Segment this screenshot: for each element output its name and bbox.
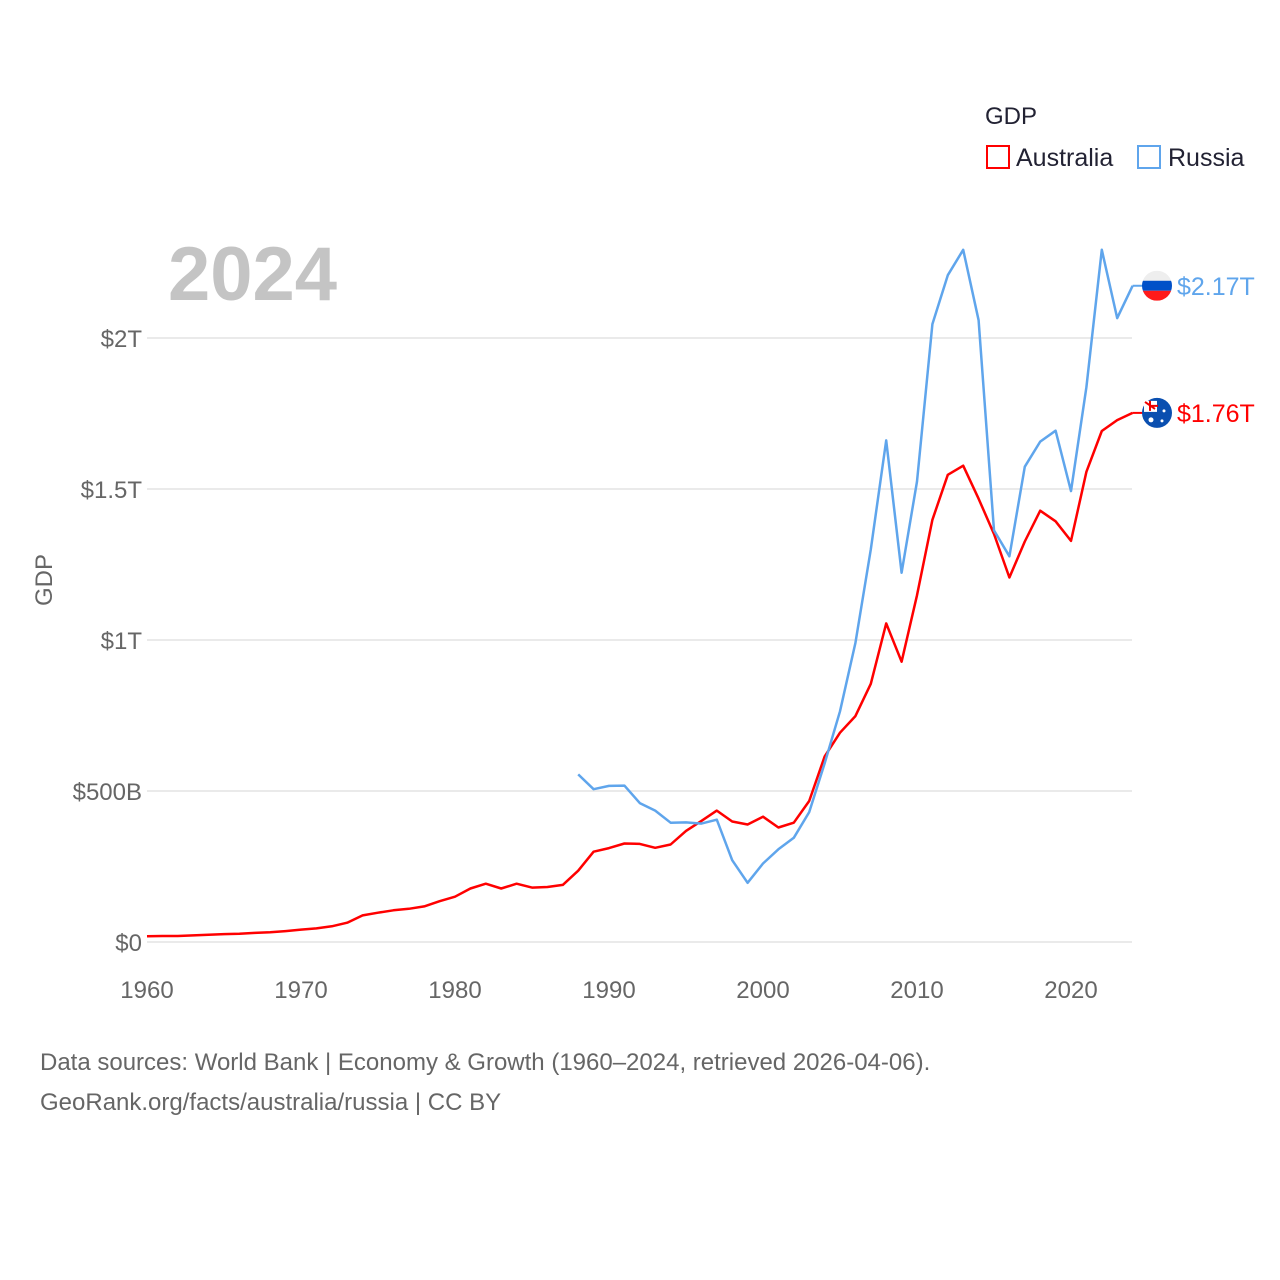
source-link[interactable]: GeoRank.org/facts/australia/russia | CC … xyxy=(40,1089,502,1116)
year-label: 2024 xyxy=(168,232,337,317)
legend-label-australia[interactable]: Australia xyxy=(1016,144,1113,172)
x-tick-label: 2010 xyxy=(890,977,943,1004)
legend-swatch-australia[interactable] xyxy=(986,145,1010,169)
flag-star xyxy=(1148,417,1154,423)
x-tick-label: 2020 xyxy=(1044,977,1097,1004)
x-tick-label: 1990 xyxy=(582,977,635,1004)
series-line-russia xyxy=(577,248,1134,885)
end-value-label-australia: $1.76T xyxy=(1177,400,1255,428)
russia-flag-icon xyxy=(1142,270,1172,301)
legend: GDP Australia Russia xyxy=(985,103,1245,172)
y-tick-label: $1.5T xyxy=(81,477,143,504)
flag-blue-stripe xyxy=(1142,280,1172,291)
source-note: Data sources: World Bank | Economy & Gro… xyxy=(40,1043,930,1123)
australia-flag-icon xyxy=(1142,397,1172,428)
y-tick-label: $500B xyxy=(73,779,142,806)
flag-star xyxy=(1160,419,1164,423)
x-tick-label: 1980 xyxy=(428,977,481,1004)
y-tick-label: $2T xyxy=(101,326,143,353)
legend-swatch-russia[interactable] xyxy=(1137,145,1161,169)
flag-white-stripe xyxy=(1142,270,1172,281)
y-axis-title: GDP xyxy=(31,554,58,606)
x-tick-label: 1960 xyxy=(120,977,173,1004)
x-tick-label: 1970 xyxy=(274,977,327,1004)
legend-title: GDP xyxy=(985,103,1037,130)
source-line: Data sources: World Bank | Economy & Gro… xyxy=(40,1049,931,1076)
flag-cross xyxy=(1144,400,1158,411)
end-value-label-russia: $2.17T xyxy=(1177,273,1255,301)
x-tick-label: 2000 xyxy=(736,977,789,1004)
series-line-australia xyxy=(146,411,1134,938)
flag-star xyxy=(1162,409,1166,413)
y-tick-label: $0 xyxy=(115,930,142,957)
flag-red-stripe xyxy=(1142,290,1172,301)
y-tick-label: $1T xyxy=(101,628,143,655)
legend-label-russia[interactable]: Russia xyxy=(1168,144,1245,172)
